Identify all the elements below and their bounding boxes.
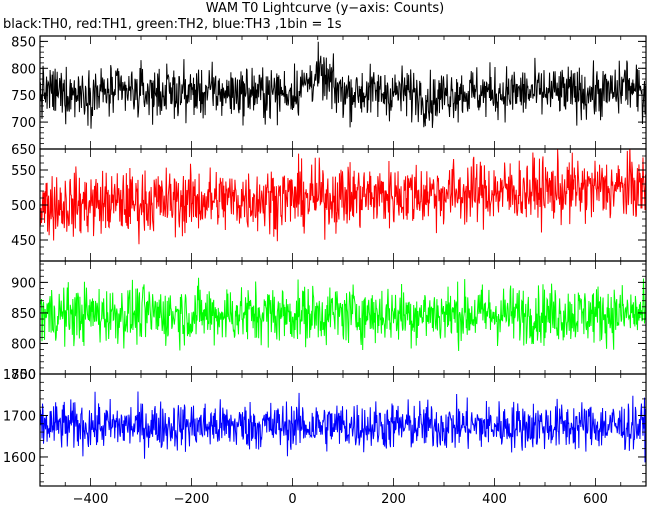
x-axis: −400 −200 0 200 400 600	[73, 492, 608, 505]
x-tick-label: 400	[482, 492, 507, 505]
y-tick-label: 1700	[3, 409, 36, 424]
y-tick-label: 800	[11, 62, 36, 77]
chart-subtitle: black:TH0, red:TH1, green:TH2, blue:TH3 …	[3, 17, 342, 32]
y-tick-label: 800	[11, 337, 36, 352]
y-tick-label: 1600	[3, 451, 36, 466]
series-line-th1	[40, 149, 646, 245]
panel-th0: 650 700 750 800 850	[11, 35, 647, 158]
x-tick-label: −200	[174, 492, 210, 505]
y-tick-label: 750	[11, 368, 36, 383]
panel-th1: 450 500 550	[11, 148, 647, 262]
y-tick-label: 850	[11, 35, 36, 50]
panel-th2: 750 800 850 900	[11, 260, 647, 383]
panel-th3: 1600 1700 1800	[3, 368, 647, 487]
y-tick-label: 650	[11, 143, 36, 158]
x-tick-label: 200	[381, 492, 406, 505]
y-tick-label: 900	[11, 276, 36, 291]
y-tick-label: 750	[11, 89, 36, 104]
y-tick-label: 500	[11, 199, 36, 214]
series-line-th3	[40, 391, 646, 463]
y-tick-label: 850	[11, 307, 36, 322]
x-tick-label: 600	[583, 492, 608, 505]
y-tick-label: 450	[11, 234, 36, 249]
x-tick-label: 0	[288, 492, 296, 505]
panels-group: 650 700 750 800 850 450 500 550 750 800 850 900 1600…	[3, 35, 647, 487]
x-tick-label: −400	[73, 492, 109, 505]
chart-title: WAM T0 Lightcurve (y−axis: Counts)	[206, 1, 444, 16]
y-tick-label: 550	[11, 164, 36, 179]
y-tick-label: 700	[11, 116, 36, 131]
y-tick-label: 1800	[3, 368, 36, 383]
series-line-th2	[40, 277, 646, 352]
series-line-th0	[40, 41, 646, 129]
